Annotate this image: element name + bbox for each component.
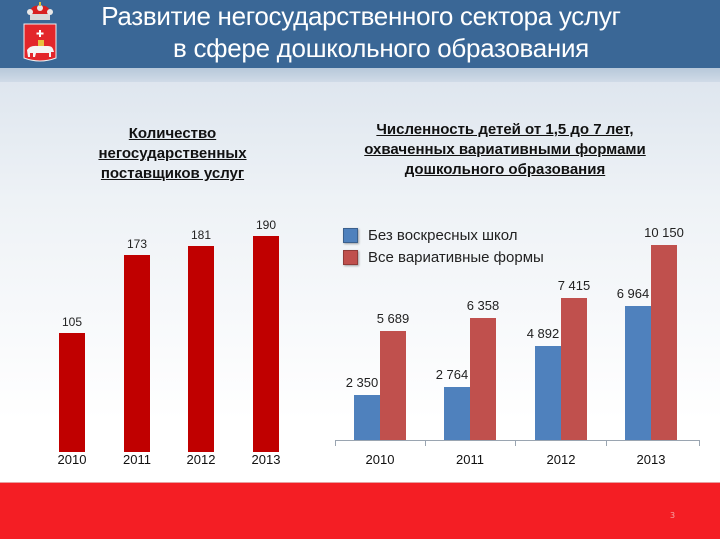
legend-item-blue: Без воскресных школ	[343, 224, 544, 246]
left-chart-bar	[188, 246, 214, 452]
left-chart-value-label: 173	[126, 237, 148, 252]
right-chart-value-label: 2 350	[345, 374, 379, 390]
left-chart-x-label: 2011	[123, 452, 151, 467]
left-chart-x-label: 2010	[57, 452, 87, 467]
right-chart-title-line3: дошкольного образования	[404, 161, 606, 178]
page-title: Развитие негосударственного сектора услу…	[56, 0, 666, 64]
left-chart-value-label: 105	[61, 314, 83, 329]
right-chart-axis-tick	[606, 440, 607, 446]
right-chart-x-label: 2012	[546, 452, 576, 467]
right-chart-bar-blue	[444, 386, 470, 440]
right-chart-legend: Без воскресных школ Все вариативные форм…	[343, 224, 544, 268]
right-chart-x-label: 2010	[365, 452, 395, 467]
right-chart-axis-tick	[425, 440, 426, 446]
right-chart-title-line1: Численность детей от 1,5 до 7 лет,	[376, 121, 634, 138]
legend-item-red: Все вариативные формы	[343, 246, 544, 268]
right-chart-bar-red	[470, 317, 496, 440]
right-chart-value-label: 4 892	[526, 326, 560, 342]
right-chart-axis-tick	[699, 440, 700, 446]
right-chart-title: Численность детей от 1,5 до 7 лет, охвач…	[325, 120, 685, 180]
right-chart-axis-tick	[515, 440, 516, 446]
right-chart-title-line2: охваченных вариативными формами	[364, 141, 646, 158]
perm-krai-coat-of-arms-icon	[23, 2, 57, 62]
right-chart-bar-red	[561, 297, 587, 440]
right-chart-value-label: 6 964	[616, 286, 650, 302]
header-shade	[0, 68, 720, 82]
left-chart-title-line2: негосударственных	[98, 145, 247, 162]
right-chart-x-label: 2011	[456, 452, 484, 467]
right-chart-bar-blue	[354, 394, 380, 440]
right-chart-x-axis	[335, 440, 700, 441]
right-chart-value-label: 7 415	[557, 277, 591, 293]
left-chart-value-label: 181	[190, 228, 212, 243]
footer-bar	[0, 482, 720, 539]
right-chart-value-label: 6 358	[466, 297, 500, 313]
right-chart-bar-red	[651, 245, 677, 440]
left-chart-title-line1: Количество	[128, 125, 217, 142]
legend-swatch-red	[343, 249, 358, 265]
page-title-line2: в сфере дошкольного образования	[173, 33, 589, 63]
left-chart-x-label: 2012	[186, 452, 216, 467]
page-title-line1: Развитие негосударственного сектора услу…	[101, 1, 621, 31]
left-chart-title: Количество негосударственных поставщиков…	[60, 124, 285, 184]
right-chart-value-label: 5 689	[376, 310, 410, 326]
legend-label: Без воскресных школ	[368, 226, 518, 244]
legend-label: Все вариативные формы	[368, 248, 544, 266]
left-chart-title-line3: поставщиков услуг	[100, 165, 245, 182]
header-bar	[0, 0, 720, 68]
left-chart-value-label: 190	[255, 218, 277, 232]
left-chart-bar	[253, 236, 279, 452]
right-chart-value-label: 2 764	[435, 366, 469, 382]
right-chart-bar-red	[380, 330, 406, 440]
right-chart-x-label: 2013	[636, 452, 666, 467]
left-chart-x-label: 2013	[251, 452, 281, 467]
right-chart-bar-blue	[625, 306, 651, 440]
right-chart-value-label: 10 150	[644, 225, 684, 240]
page-number: 3	[670, 511, 676, 520]
left-chart-bar	[124, 255, 150, 452]
right-chart-axis-tick	[335, 440, 336, 446]
legend-swatch-blue	[343, 227, 358, 243]
left-chart-bar	[59, 332, 85, 452]
right-chart-bar-blue	[535, 346, 561, 440]
